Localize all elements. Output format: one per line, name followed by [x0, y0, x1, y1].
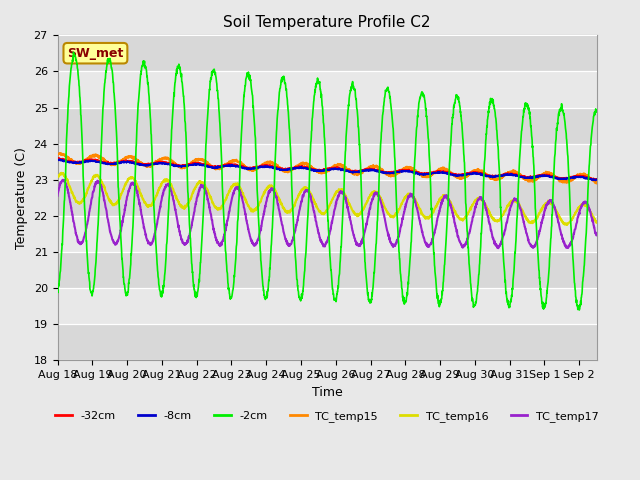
Bar	[58, 144, 596, 180]
Y-axis label: Temperature (C): Temperature (C)	[15, 147, 28, 249]
Bar	[58, 288, 596, 324]
Bar	[58, 108, 596, 144]
Text: SW_met: SW_met	[67, 47, 124, 60]
Bar	[58, 252, 596, 288]
Bar	[58, 72, 596, 108]
Bar	[58, 180, 596, 216]
Bar	[58, 36, 596, 72]
Bar	[58, 216, 596, 252]
Bar	[58, 324, 596, 360]
Title: Soil Temperature Profile C2: Soil Temperature Profile C2	[223, 15, 431, 30]
Legend: -32cm, -8cm, -2cm, TC_temp15, TC_temp16, TC_temp17: -32cm, -8cm, -2cm, TC_temp15, TC_temp16,…	[51, 407, 604, 426]
X-axis label: Time: Time	[312, 386, 342, 399]
